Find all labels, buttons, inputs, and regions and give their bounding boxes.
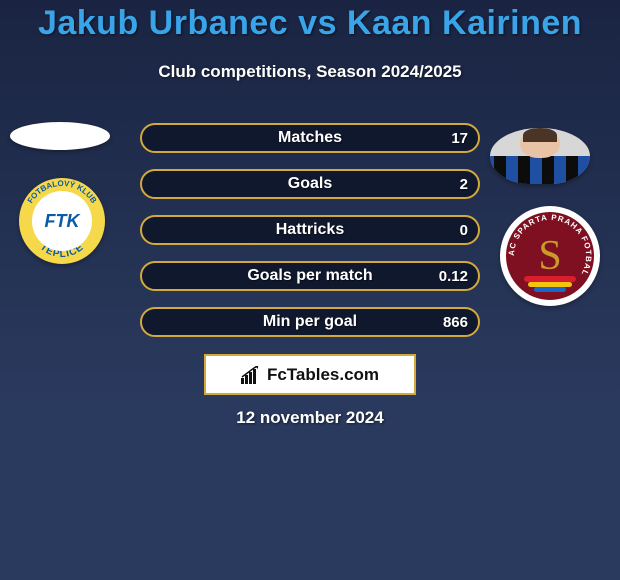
fctables-logo-icon	[241, 366, 263, 384]
stat-label: Matches	[278, 129, 342, 147]
stat-p2-value: 866	[443, 314, 468, 331]
watermark-box: FcTables.com	[204, 354, 416, 395]
infographic-date: 12 november 2024	[0, 408, 620, 428]
stat-label: Min per goal	[263, 313, 357, 331]
player1-photo	[10, 122, 110, 150]
player2-photo	[490, 128, 590, 184]
stat-label: Goals	[288, 175, 332, 193]
stat-p2-value: 0	[460, 222, 468, 239]
teplice-badge-inner: FTK	[32, 191, 92, 251]
stat-row-matches: Matches 17	[140, 123, 480, 153]
stat-row-min-per-goal: Min per goal 866	[140, 307, 480, 337]
stat-row-hattricks: Hattricks 0	[140, 215, 480, 245]
player2-jersey	[490, 156, 590, 184]
stat-row-goals: Goals 2	[140, 169, 480, 199]
stat-label: Hattricks	[276, 221, 344, 239]
stat-bars: Matches 17 Goals 2 Hattricks 0 Goals per…	[140, 123, 480, 353]
stat-label: Goals per match	[247, 267, 372, 285]
player1-club-badge: FOTBALOVÝ KLUB TEPLICE FTK	[19, 178, 105, 264]
sparta-stripes-icon	[500, 206, 600, 306]
stat-p2-value: 2	[460, 176, 468, 193]
stat-p2-value: 17	[451, 130, 468, 147]
watermark-text: FcTables.com	[267, 365, 379, 385]
player2-club-badge: AC SPARTA PRAHA FOTBAL S	[500, 206, 600, 306]
player2-hair	[523, 128, 557, 142]
comparison-infographic: Jakub Urbanec vs Kaan Kairinen Club comp…	[0, 0, 620, 580]
subtitle: Club competitions, Season 2024/2025	[0, 62, 620, 82]
stat-p2-value: 0.12	[439, 268, 468, 285]
teplice-badge-text: FTK	[45, 211, 80, 232]
page-title: Jakub Urbanec vs Kaan Kairinen	[0, 4, 620, 43]
stat-row-goals-per-match: Goals per match 0.12	[140, 261, 480, 291]
